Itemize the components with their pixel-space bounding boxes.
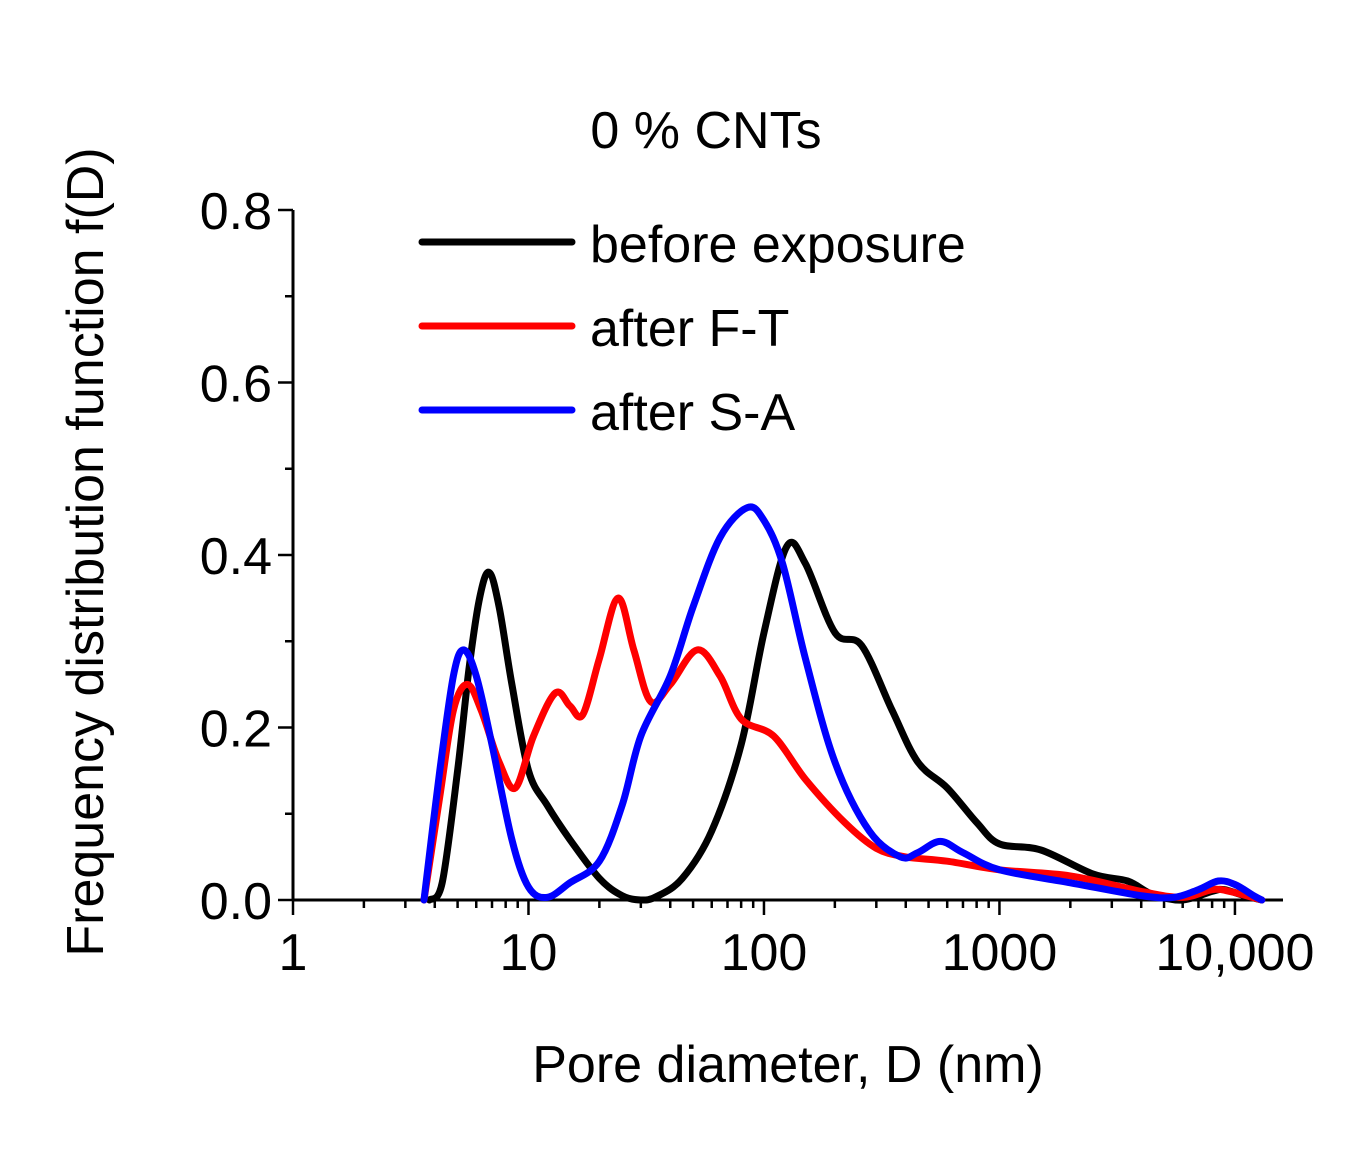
y-tick-label: 0.8 <box>200 183 272 241</box>
x-tick-label: 1 <box>279 924 308 982</box>
y-tick-label: 0.6 <box>200 356 272 414</box>
x-tick-label: 10,000 <box>1155 924 1314 982</box>
x-axis-title: Pore diameter, D (nm) <box>532 1036 1044 1094</box>
series-line-2 <box>420 594 1266 904</box>
x-tick-label: 100 <box>721 924 808 982</box>
x-ticks: 1 10 100 1000 10,000 <box>279 900 1314 982</box>
legend-label-1: before exposure <box>590 216 966 274</box>
series-line-1 <box>426 538 1266 904</box>
chart-title: 0 % CNTs <box>590 102 821 160</box>
series-line-3 <box>420 503 1266 904</box>
x-tick-label: 10 <box>500 924 558 982</box>
x-tick-label: 1000 <box>942 924 1058 982</box>
y-axis-title: Frequency distribution function f(D) <box>57 147 115 956</box>
legend: before exposure after F-T after S-A <box>418 216 966 442</box>
legend-label-2: after F-T <box>590 300 789 358</box>
y-tick-label: 0.0 <box>200 873 272 931</box>
y-ticks: 0.0 0.2 0.4 0.6 0.8 <box>200 183 293 931</box>
y-tick-label: 0.4 <box>200 528 272 586</box>
y-tick-label: 0.2 <box>200 701 272 759</box>
series-group <box>420 503 1266 904</box>
legend-label-3: after S-A <box>590 384 795 442</box>
